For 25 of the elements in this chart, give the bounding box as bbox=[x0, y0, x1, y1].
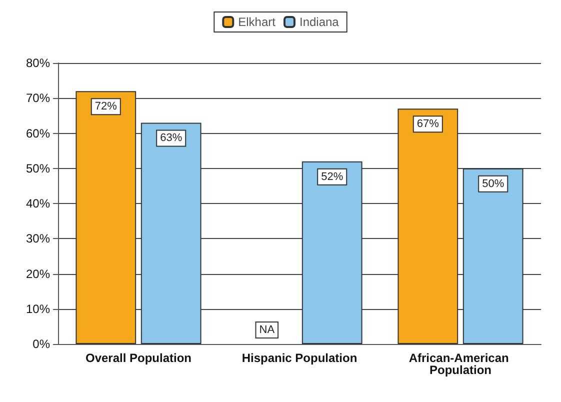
bar bbox=[302, 161, 362, 344]
x-tick-label: African-American Population bbox=[408, 351, 512, 377]
legend-label: Indiana bbox=[299, 15, 340, 29]
bar bbox=[76, 91, 136, 344]
y-tick-label: 10% bbox=[26, 302, 50, 316]
data-label: 50% bbox=[482, 178, 504, 190]
y-tick-label: 40% bbox=[26, 196, 50, 210]
data-label: 72% bbox=[94, 100, 118, 113]
data-label: 63% bbox=[160, 132, 182, 144]
x-tick-label: Hispanic Population bbox=[242, 351, 358, 365]
legend-label: Elkhart bbox=[238, 15, 276, 29]
y-tick-label: 60% bbox=[26, 126, 50, 140]
bar bbox=[140, 122, 202, 344]
y-tick-label: 50% bbox=[26, 161, 50, 176]
data-label: 67% bbox=[416, 118, 440, 130]
y-tick-label: 80% bbox=[26, 56, 50, 70]
y-tick-label: 30% bbox=[26, 232, 50, 246]
y-tick-label: 70% bbox=[26, 91, 50, 106]
y-tick-label: 20% bbox=[26, 266, 50, 281]
bar bbox=[462, 168, 524, 344]
data-label: 52% bbox=[321, 170, 344, 183]
y-tick-label: 0% bbox=[32, 337, 50, 351]
text: NA bbox=[259, 324, 275, 336]
bar bbox=[398, 108, 458, 344]
x-tick-label: Overall Population bbox=[85, 351, 192, 365]
